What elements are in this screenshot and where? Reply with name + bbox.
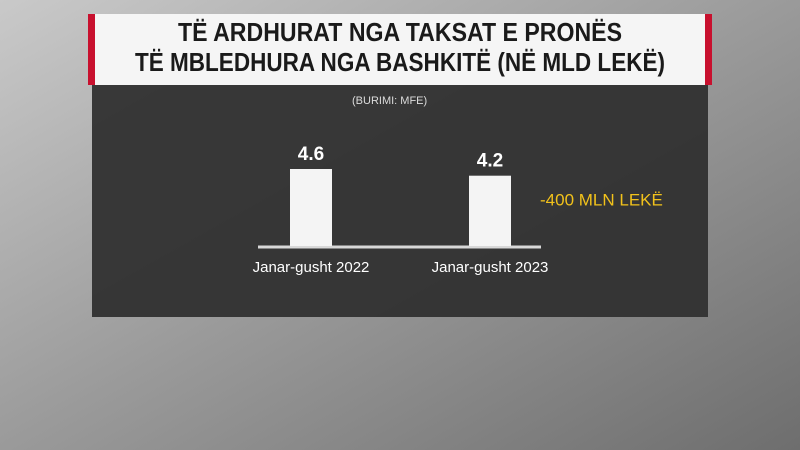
category-label: Janar-gusht 2022 — [253, 259, 370, 276]
annotation: -400 MLN LEKË — [540, 190, 663, 209]
chart-panel — [92, 85, 708, 317]
title-line: TË MBLEDHURA NGA BASHKITË (NË MLD LEKË) — [135, 47, 665, 77]
title-box — [95, 14, 705, 85]
value-label: 4.2 — [477, 151, 503, 172]
value-label: 4.6 — [298, 144, 324, 165]
category-label: Janar-gusht 2023 — [432, 259, 549, 276]
source: (BURIMI: MFE) — [352, 95, 427, 107]
bar — [469, 175, 511, 246]
title-line: TË ARDHURAT NGA TAKSAT E PRONËS — [178, 17, 622, 47]
bar — [290, 169, 332, 246]
